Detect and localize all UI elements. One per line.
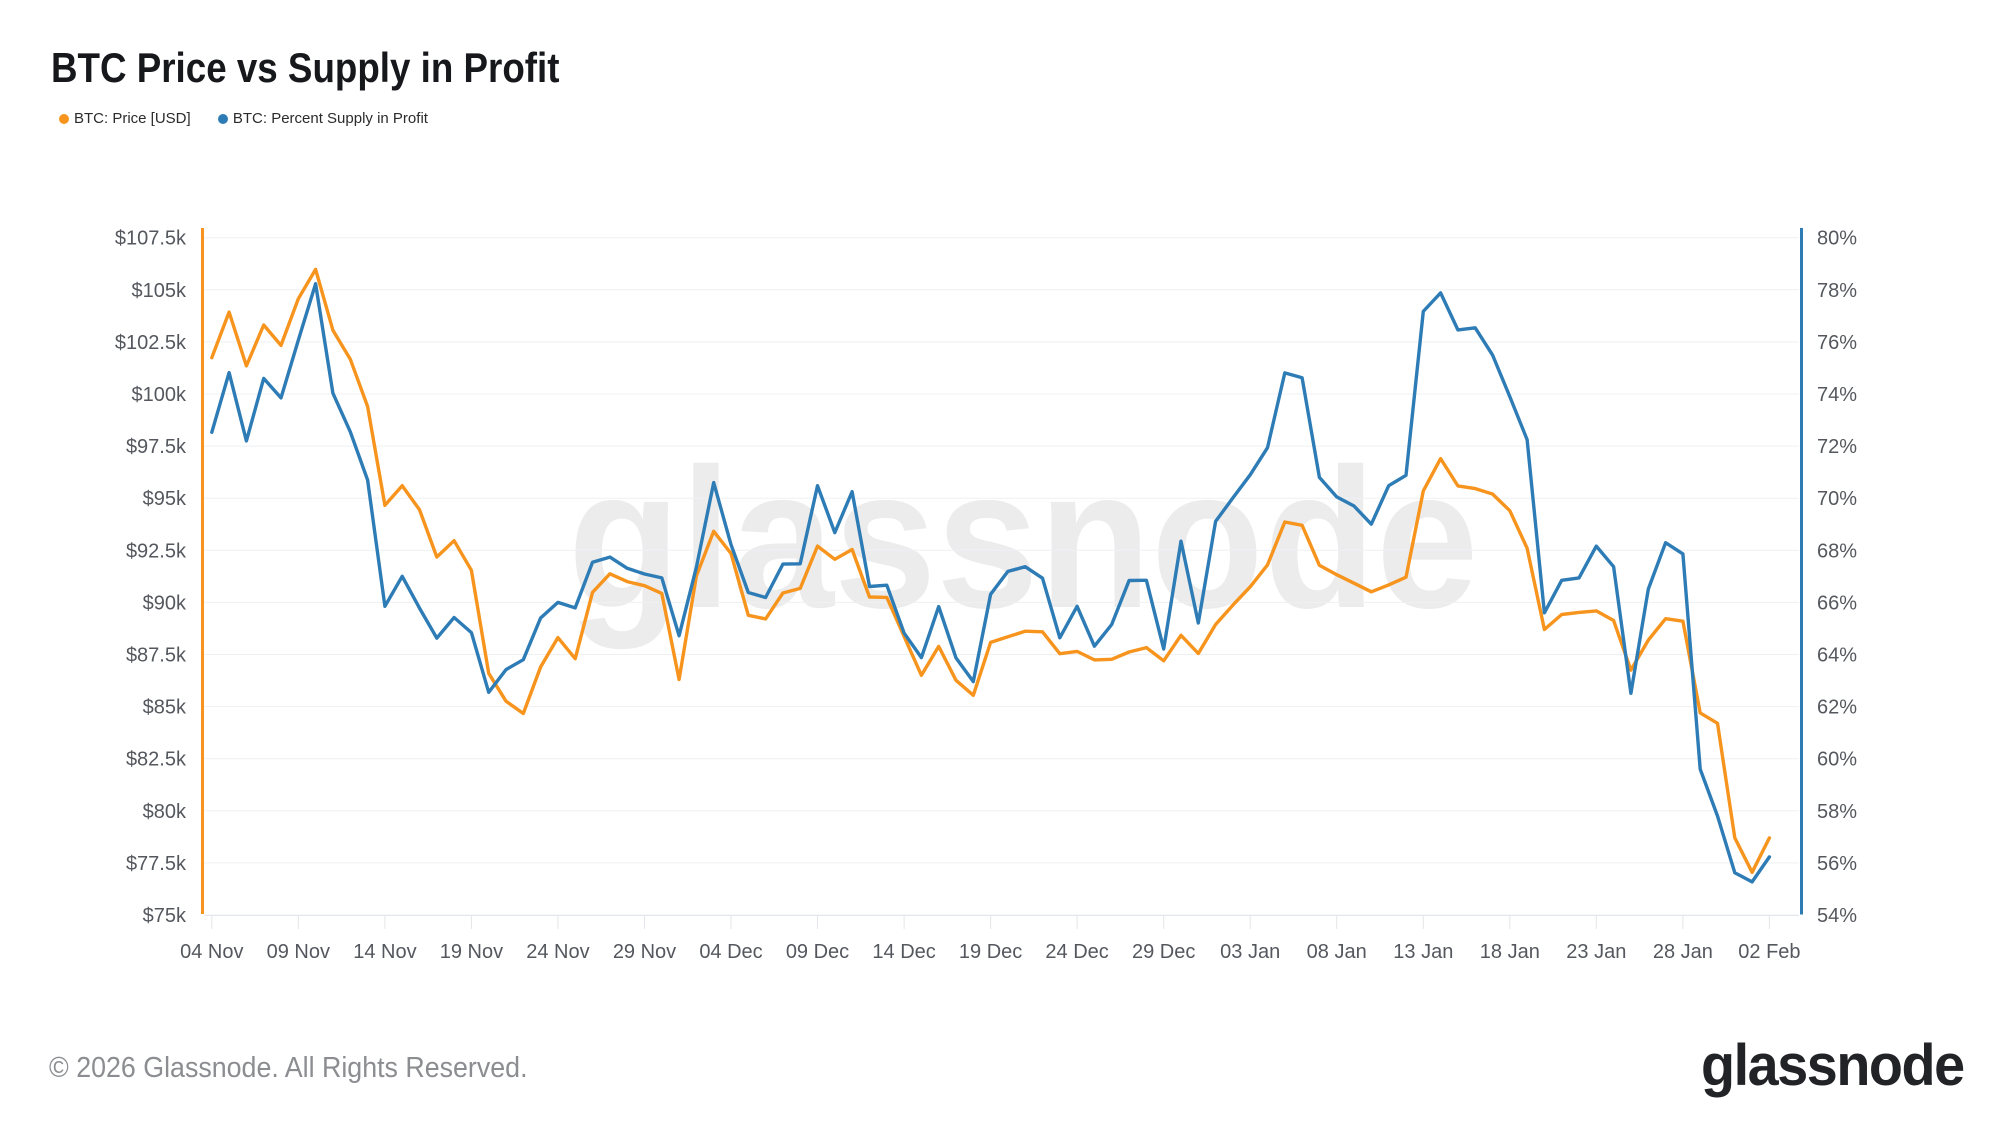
- svg-text:09 Dec: 09 Dec: [786, 941, 849, 963]
- svg-text:62%: 62%: [1817, 697, 1857, 719]
- svg-text:29 Dec: 29 Dec: [1132, 941, 1195, 963]
- svg-text:04 Dec: 04 Dec: [699, 941, 762, 963]
- svg-text:60%: 60%: [1817, 749, 1857, 771]
- svg-text:02 Feb: 02 Feb: [1738, 941, 1800, 963]
- svg-text:18 Jan: 18 Jan: [1480, 941, 1540, 963]
- svg-text:$80k: $80k: [143, 801, 187, 823]
- svg-text:66%: 66%: [1817, 592, 1857, 614]
- svg-text:03 Jan: 03 Jan: [1220, 941, 1280, 963]
- svg-text:64%: 64%: [1817, 645, 1857, 667]
- svg-text:80%: 80%: [1817, 228, 1857, 250]
- svg-text:24 Dec: 24 Dec: [1045, 941, 1108, 963]
- svg-text:$97.5k: $97.5k: [126, 436, 187, 458]
- svg-text:$85k: $85k: [143, 697, 187, 719]
- svg-text:19 Nov: 19 Nov: [440, 941, 503, 963]
- svg-text:08 Jan: 08 Jan: [1307, 941, 1367, 963]
- svg-text:$77.5k: $77.5k: [126, 853, 187, 875]
- svg-text:$82.5k: $82.5k: [126, 749, 187, 771]
- svg-text:76%: 76%: [1817, 332, 1857, 354]
- svg-text:$107.5k: $107.5k: [115, 228, 187, 250]
- svg-text:$75k: $75k: [143, 905, 187, 927]
- svg-text:$90k: $90k: [143, 592, 187, 614]
- svg-text:13 Jan: 13 Jan: [1393, 941, 1453, 963]
- svg-text:74%: 74%: [1817, 384, 1857, 406]
- svg-text:68%: 68%: [1817, 540, 1857, 562]
- svg-text:70%: 70%: [1817, 488, 1857, 510]
- svg-text:09 Nov: 09 Nov: [267, 941, 330, 963]
- svg-text:$100k: $100k: [132, 384, 187, 406]
- svg-text:23 Jan: 23 Jan: [1566, 941, 1626, 963]
- svg-text:56%: 56%: [1817, 853, 1857, 875]
- svg-text:$95k: $95k: [143, 488, 187, 510]
- svg-text:24 Nov: 24 Nov: [526, 941, 589, 963]
- svg-text:$102.5k: $102.5k: [115, 332, 187, 354]
- svg-text:04 Nov: 04 Nov: [180, 941, 243, 963]
- svg-text:72%: 72%: [1817, 436, 1857, 458]
- svg-text:78%: 78%: [1817, 280, 1857, 302]
- svg-text:$92.5k: $92.5k: [126, 540, 187, 562]
- svg-text:29 Nov: 29 Nov: [613, 941, 676, 963]
- svg-text:28 Jan: 28 Jan: [1653, 941, 1713, 963]
- svg-text:58%: 58%: [1817, 801, 1857, 823]
- svg-text:14 Dec: 14 Dec: [872, 941, 935, 963]
- svg-text:$105k: $105k: [132, 280, 187, 302]
- svg-text:54%: 54%: [1817, 905, 1857, 927]
- svg-text:19 Dec: 19 Dec: [959, 941, 1022, 963]
- svg-text:14 Nov: 14 Nov: [353, 941, 416, 963]
- svg-text:$87.5k: $87.5k: [126, 645, 187, 667]
